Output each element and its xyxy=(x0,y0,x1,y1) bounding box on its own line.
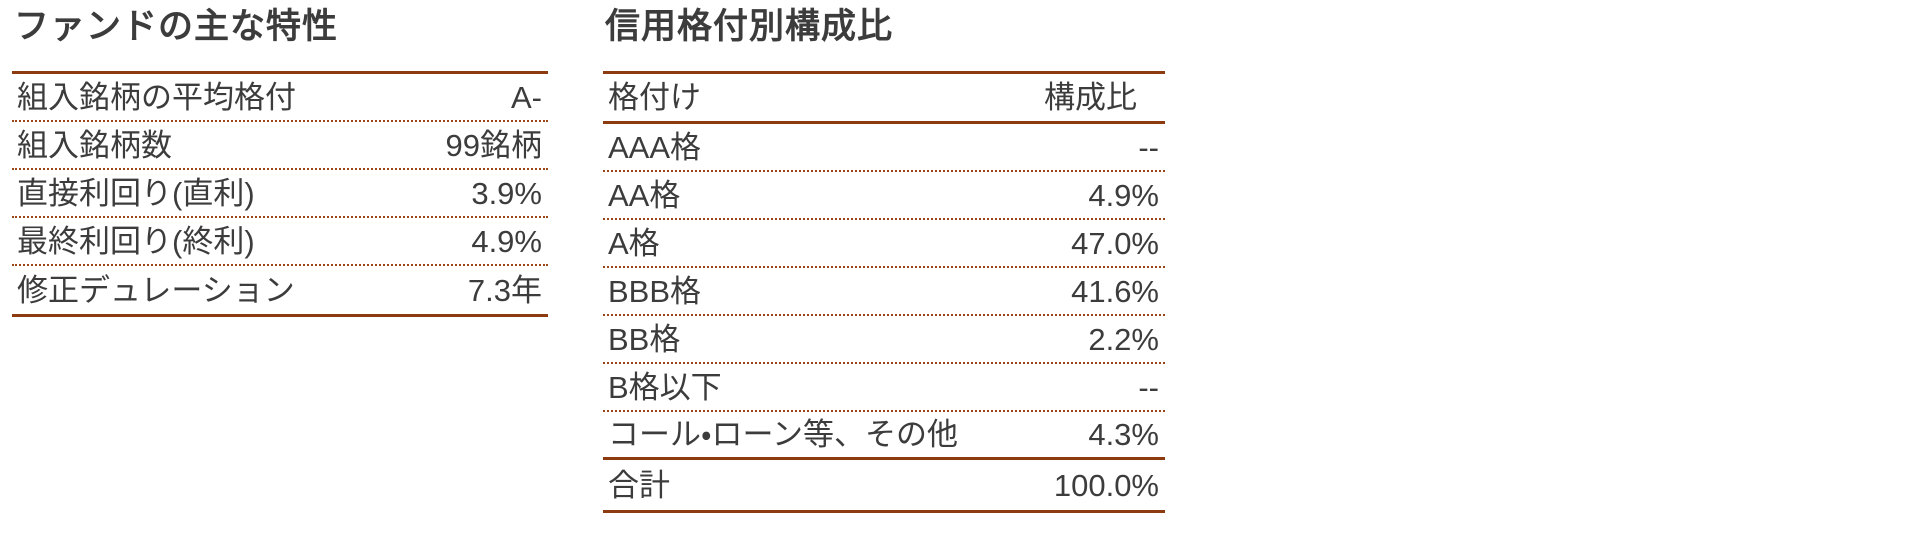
column-header-rating: 格付け xyxy=(608,80,701,115)
row-value: A- xyxy=(511,79,542,115)
table-row: BB格 2.2% xyxy=(603,316,1165,364)
total-label: 合計 xyxy=(608,467,670,503)
table-row: 最終利回り(終利) 4.9% xyxy=(12,218,548,266)
row-value: 7.3年 xyxy=(467,272,542,308)
row-label: B格以下 xyxy=(608,369,722,405)
table-row: A格 47.0% xyxy=(603,220,1165,268)
row-label: BB格 xyxy=(608,321,681,357)
table-row: 組入銘柄数 99銘柄 xyxy=(12,122,548,170)
table-row: コール・ローン等、その他 4.3% xyxy=(603,412,1165,460)
row-label: AAA格 xyxy=(608,129,702,165)
row-value: -- xyxy=(1138,369,1159,405)
fund-characteristics-section: ファンドの主な特性 組入銘柄の平均格付 A- 組入銘柄数 99銘柄 直接利回り(… xyxy=(12,8,548,317)
row-value: 4.3% xyxy=(1088,417,1159,452)
table-row: AAA格 -- xyxy=(603,124,1165,172)
table-row: AA格 4.9% xyxy=(603,172,1165,220)
row-label: 最終利回り(終利) xyxy=(17,223,255,259)
credit-rating-title: 信用格付別構成比 xyxy=(605,7,894,46)
table-row: 直接利回り(直利) 3.9% xyxy=(12,170,548,218)
row-label: 組入銘柄数 xyxy=(17,127,172,163)
row-value: 47.0% xyxy=(1071,225,1159,261)
table-header-row: 格付け 構成比 xyxy=(603,74,1165,124)
table-total-row: 合計 100.0% xyxy=(603,460,1165,510)
row-label: BBB格 xyxy=(608,273,702,309)
column-header-ratio: 構成比 xyxy=(1044,80,1137,115)
table-row: 組入銘柄の平均格付 A- xyxy=(12,74,548,122)
row-value: 4.9% xyxy=(471,223,542,259)
fund-characteristics-table: 組入銘柄の平均格付 A- 組入銘柄数 99銘柄 直接利回り(直利) 3.9% 最… xyxy=(12,71,548,317)
row-label: コール・ローン等、その他 xyxy=(608,417,958,452)
table-row: B格以下 -- xyxy=(603,364,1165,412)
credit-rating-section: 信用格付別構成比 格付け 構成比 AAA格 -- AA格 4.9% A格 47.… xyxy=(603,8,1165,513)
row-label: AA格 xyxy=(608,177,681,213)
row-value: 99銘柄 xyxy=(445,127,542,163)
credit-rating-table: 格付け 構成比 AAA格 -- AA格 4.9% A格 47.0% BBB格 4… xyxy=(603,71,1165,513)
row-label: 直接利回り(直利) xyxy=(17,175,255,211)
row-value: 2.2% xyxy=(1088,321,1159,357)
row-label: A格 xyxy=(608,225,660,261)
row-value: -- xyxy=(1138,129,1159,165)
row-value: 3.9% xyxy=(471,175,542,211)
row-label: 組入銘柄の平均格付 xyxy=(17,79,296,115)
row-value: 4.9% xyxy=(1088,177,1159,213)
table-row: 修正デュレーション 7.3年 xyxy=(12,266,548,314)
row-value: 41.6% xyxy=(1071,273,1159,309)
row-label: 修正デュレーション xyxy=(17,272,295,308)
fund-characteristics-title: ファンドの主な特性 xyxy=(14,7,339,46)
total-value: 100.0% xyxy=(1053,467,1159,503)
table-row: BBB格 41.6% xyxy=(603,268,1165,316)
